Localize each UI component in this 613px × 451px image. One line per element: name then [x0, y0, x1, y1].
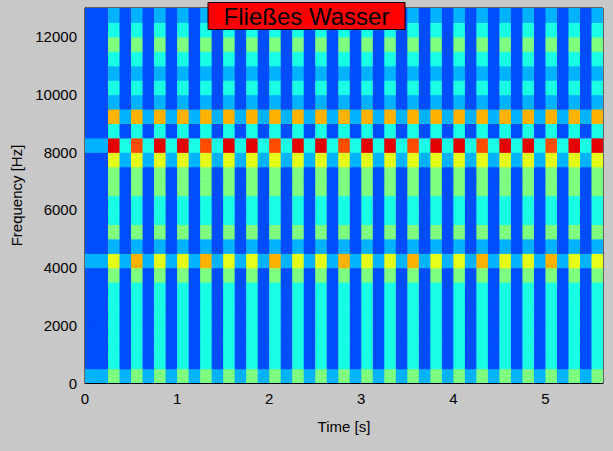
svg-text:12000: 12000 — [35, 28, 77, 45]
svg-text:3: 3 — [357, 390, 365, 407]
svg-text:2: 2 — [265, 390, 273, 407]
svg-text:0: 0 — [81, 390, 89, 407]
svg-text:6000: 6000 — [44, 201, 77, 218]
svg-text:Fließes Wasser: Fließes Wasser — [224, 3, 390, 30]
svg-text:8000: 8000 — [44, 144, 77, 161]
svg-text:Time [s]: Time [s] — [318, 418, 371, 435]
svg-text:4000: 4000 — [44, 259, 77, 276]
svg-text:2000: 2000 — [44, 317, 77, 334]
svg-text:10000: 10000 — [35, 86, 77, 103]
svg-text:0: 0 — [69, 375, 77, 392]
svg-text:1: 1 — [173, 390, 181, 407]
svg-text:Frequency [Hz]: Frequency [Hz] — [8, 145, 25, 247]
svg-text:5: 5 — [541, 390, 549, 407]
svg-text:4: 4 — [449, 390, 457, 407]
